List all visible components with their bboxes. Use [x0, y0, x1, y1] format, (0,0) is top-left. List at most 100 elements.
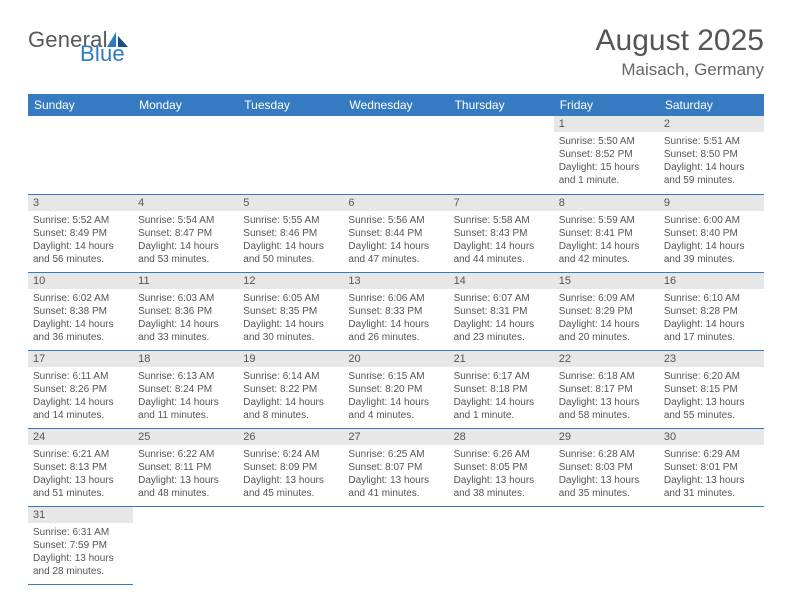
- daylight-line: Daylight: 13 hours and 51 minutes.: [33, 474, 128, 500]
- sunrise-line: Sunrise: 5:58 AM: [454, 214, 549, 227]
- calendar-cell: 16Sunrise: 6:10 AMSunset: 8:28 PMDayligh…: [659, 272, 764, 350]
- daylight-line: Daylight: 14 hours and 8 minutes.: [243, 396, 338, 422]
- calendar-cell: 15Sunrise: 6:09 AMSunset: 8:29 PMDayligh…: [554, 272, 659, 350]
- calendar-cell: 30Sunrise: 6:29 AMSunset: 8:01 PMDayligh…: [659, 428, 764, 506]
- weekday-header: Tuesday: [238, 94, 343, 116]
- calendar-cell: 12Sunrise: 6:05 AMSunset: 8:35 PMDayligh…: [238, 272, 343, 350]
- day-info: Sunrise: 6:13 AMSunset: 8:24 PMDaylight:…: [133, 367, 238, 424]
- day-number: 28: [449, 429, 554, 445]
- sunrise-line: Sunrise: 6:17 AM: [454, 370, 549, 383]
- day-info: Sunrise: 5:52 AMSunset: 8:49 PMDaylight:…: [28, 211, 133, 268]
- sunrise-line: Sunrise: 6:31 AM: [33, 526, 128, 539]
- day-number: 3: [28, 195, 133, 211]
- daylight-line: Daylight: 14 hours and 17 minutes.: [664, 318, 759, 344]
- daylight-line: Daylight: 15 hours and 1 minute.: [559, 161, 654, 187]
- weekday-header: Friday: [554, 94, 659, 116]
- sunrise-line: Sunrise: 6:05 AM: [243, 292, 338, 305]
- day-info: Sunrise: 5:51 AMSunset: 8:50 PMDaylight:…: [659, 132, 764, 189]
- day-number: 19: [238, 351, 343, 367]
- sunrise-line: Sunrise: 5:50 AM: [559, 135, 654, 148]
- daylight-line: Daylight: 14 hours and 33 minutes.: [138, 318, 233, 344]
- sunrise-line: Sunrise: 6:29 AM: [664, 448, 759, 461]
- sunrise-line: Sunrise: 6:24 AM: [243, 448, 338, 461]
- day-number: 18: [133, 351, 238, 367]
- sunrise-line: Sunrise: 6:20 AM: [664, 370, 759, 383]
- sunset-line: Sunset: 8:47 PM: [138, 227, 233, 240]
- day-info: Sunrise: 6:05 AMSunset: 8:35 PMDaylight:…: [238, 289, 343, 346]
- day-number: 26: [238, 429, 343, 445]
- day-number: 1: [554, 116, 659, 132]
- sunset-line: Sunset: 8:15 PM: [664, 383, 759, 396]
- sunrise-line: Sunrise: 6:18 AM: [559, 370, 654, 383]
- logo: GeneralBlue: [28, 30, 130, 65]
- daylight-line: Daylight: 13 hours and 35 minutes.: [559, 474, 654, 500]
- weekday-header: Sunday: [28, 94, 133, 116]
- daylight-line: Daylight: 14 hours and 30 minutes.: [243, 318, 338, 344]
- day-info: Sunrise: 6:09 AMSunset: 8:29 PMDaylight:…: [554, 289, 659, 346]
- calendar-cell: 19Sunrise: 6:14 AMSunset: 8:22 PMDayligh…: [238, 350, 343, 428]
- daylight-line: Daylight: 14 hours and 47 minutes.: [348, 240, 443, 266]
- sunrise-line: Sunrise: 6:06 AM: [348, 292, 443, 305]
- calendar-cell: 1Sunrise: 5:50 AMSunset: 8:52 PMDaylight…: [554, 116, 659, 194]
- sunset-line: Sunset: 8:36 PM: [138, 305, 233, 318]
- day-info: Sunrise: 6:21 AMSunset: 8:13 PMDaylight:…: [28, 445, 133, 502]
- calendar-cell: 24Sunrise: 6:21 AMSunset: 8:13 PMDayligh…: [28, 428, 133, 506]
- daylight-line: Daylight: 13 hours and 41 minutes.: [348, 474, 443, 500]
- sunrise-line: Sunrise: 6:26 AM: [454, 448, 549, 461]
- sunrise-line: Sunrise: 6:13 AM: [138, 370, 233, 383]
- day-number: 23: [659, 351, 764, 367]
- day-number: 13: [343, 273, 448, 289]
- daylight-line: Daylight: 13 hours and 28 minutes.: [33, 552, 128, 578]
- calendar-cell: 26Sunrise: 6:24 AMSunset: 8:09 PMDayligh…: [238, 428, 343, 506]
- calendar-row: 24Sunrise: 6:21 AMSunset: 8:13 PMDayligh…: [28, 428, 764, 506]
- day-number: 14: [449, 273, 554, 289]
- day-info: Sunrise: 6:14 AMSunset: 8:22 PMDaylight:…: [238, 367, 343, 424]
- sunrise-line: Sunrise: 5:54 AM: [138, 214, 233, 227]
- sunrise-line: Sunrise: 6:03 AM: [138, 292, 233, 305]
- sunset-line: Sunset: 8:38 PM: [33, 305, 128, 318]
- sunrise-line: Sunrise: 6:28 AM: [559, 448, 654, 461]
- daylight-line: Daylight: 14 hours and 56 minutes.: [33, 240, 128, 266]
- calendar-cell: [343, 116, 448, 194]
- calendar-cell: 3Sunrise: 5:52 AMSunset: 8:49 PMDaylight…: [28, 194, 133, 272]
- calendar-cell: [133, 116, 238, 194]
- day-info: Sunrise: 5:55 AMSunset: 8:46 PMDaylight:…: [238, 211, 343, 268]
- day-number: 4: [133, 195, 238, 211]
- sunset-line: Sunset: 8:31 PM: [454, 305, 549, 318]
- sunrise-line: Sunrise: 5:59 AM: [559, 214, 654, 227]
- calendar-row: 10Sunrise: 6:02 AMSunset: 8:38 PMDayligh…: [28, 272, 764, 350]
- day-number: 8: [554, 195, 659, 211]
- sunset-line: Sunset: 8:24 PM: [138, 383, 233, 396]
- day-number: 2: [659, 116, 764, 132]
- calendar-cell: [238, 116, 343, 194]
- calendar-cell: 10Sunrise: 6:02 AMSunset: 8:38 PMDayligh…: [28, 272, 133, 350]
- day-number: 12: [238, 273, 343, 289]
- calendar-row: 17Sunrise: 6:11 AMSunset: 8:26 PMDayligh…: [28, 350, 764, 428]
- sunrise-line: Sunrise: 5:51 AM: [664, 135, 759, 148]
- day-number: 22: [554, 351, 659, 367]
- day-number: 16: [659, 273, 764, 289]
- sunset-line: Sunset: 8:35 PM: [243, 305, 338, 318]
- weekday-header-row: Sunday Monday Tuesday Wednesday Thursday…: [28, 94, 764, 116]
- day-number: 9: [659, 195, 764, 211]
- day-number: 20: [343, 351, 448, 367]
- calendar-cell: 14Sunrise: 6:07 AMSunset: 8:31 PMDayligh…: [449, 272, 554, 350]
- sunrise-line: Sunrise: 5:52 AM: [33, 214, 128, 227]
- daylight-line: Daylight: 14 hours and 14 minutes.: [33, 396, 128, 422]
- calendar-cell: 21Sunrise: 6:17 AMSunset: 8:18 PMDayligh…: [449, 350, 554, 428]
- sunset-line: Sunset: 8:28 PM: [664, 305, 759, 318]
- calendar-cell: 20Sunrise: 6:15 AMSunset: 8:20 PMDayligh…: [343, 350, 448, 428]
- daylight-line: Daylight: 14 hours and 26 minutes.: [348, 318, 443, 344]
- daylight-line: Daylight: 14 hours and 44 minutes.: [454, 240, 549, 266]
- day-info: Sunrise: 5:59 AMSunset: 8:41 PMDaylight:…: [554, 211, 659, 268]
- sunset-line: Sunset: 8:33 PM: [348, 305, 443, 318]
- calendar-cell: 22Sunrise: 6:18 AMSunset: 8:17 PMDayligh…: [554, 350, 659, 428]
- daylight-line: Daylight: 14 hours and 20 minutes.: [559, 318, 654, 344]
- calendar-cell: [449, 506, 554, 584]
- day-info: Sunrise: 5:50 AMSunset: 8:52 PMDaylight:…: [554, 132, 659, 189]
- location: Maisach, Germany: [596, 60, 764, 80]
- weekday-header: Wednesday: [343, 94, 448, 116]
- sunset-line: Sunset: 8:44 PM: [348, 227, 443, 240]
- weekday-header: Thursday: [449, 94, 554, 116]
- sunrise-line: Sunrise: 6:02 AM: [33, 292, 128, 305]
